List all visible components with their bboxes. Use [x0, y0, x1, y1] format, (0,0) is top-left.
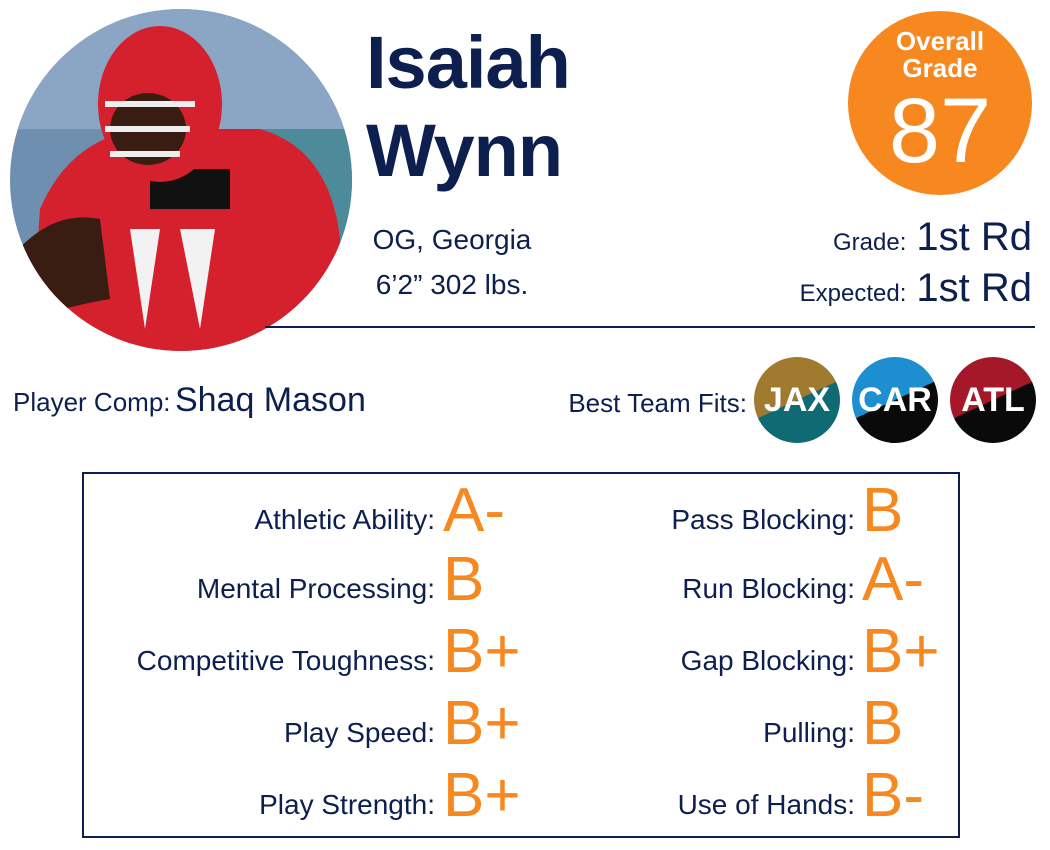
- trait-grade: B+: [443, 689, 521, 758]
- overall-label: Overall Grade: [895, 26, 985, 83]
- grade-label: Grade:: [833, 229, 907, 256]
- trait-grade: B+: [443, 761, 521, 830]
- trait-label: Pass Blocking:: [671, 504, 855, 535]
- comp-value: Shaq Mason: [174, 381, 366, 419]
- trait-label: Gap Blocking:: [680, 645, 855, 676]
- team-fit: CAR: [852, 357, 938, 443]
- grade-value: 1st Rd: [916, 215, 1032, 259]
- trait-label: Play Speed:: [284, 717, 435, 748]
- traits-box: [82, 472, 960, 838]
- divider: [265, 326, 1035, 328]
- trait-grade: B: [862, 689, 904, 758]
- trait-label: Use of Hands:: [677, 789, 855, 820]
- trait-grade: B: [862, 476, 904, 545]
- grade-row: Expected: 1st Rd: [800, 268, 1032, 308]
- trait-label: Play Strength:: [259, 789, 435, 820]
- position: OG, Georgia: [372, 224, 532, 255]
- trait-label: Competitive Toughness:: [136, 645, 435, 676]
- team-fits-label: Best Team Fits:: [568, 388, 747, 418]
- overall-badge: Overall Grade 87: [848, 11, 1032, 195]
- trait-label: Run Blocking:: [682, 573, 855, 604]
- trait-grade: B+: [862, 617, 940, 686]
- grade-label: Expected:: [799, 280, 907, 307]
- team-fit: ATL: [950, 357, 1036, 443]
- first-name: Isaiah: [366, 21, 571, 104]
- grade-value: 1st Rd: [916, 266, 1032, 310]
- trait-grade: B: [443, 545, 485, 614]
- comp-label: Player Comp:: [13, 387, 171, 417]
- trait-label: Athletic Ability:: [254, 504, 435, 535]
- last-name: Wynn: [366, 109, 563, 192]
- measurables: 6’2” 302 lbs.: [375, 269, 529, 300]
- grade-row: Grade: 1st Rd: [833, 217, 1032, 257]
- team-fit: JAX: [754, 357, 840, 443]
- player-comp: Player Comp: Shaq Mason: [13, 383, 366, 417]
- trait-label: Pulling:: [763, 717, 855, 748]
- trait-label: Mental Processing:: [196, 573, 435, 604]
- trait-grade: B+: [443, 617, 521, 686]
- trait-grade: A-: [862, 545, 924, 614]
- overall-value: 87: [888, 80, 992, 182]
- trait-grade: A-: [443, 476, 505, 545]
- trait-grade: B-: [862, 761, 924, 830]
- player-photo: [10, 9, 352, 351]
